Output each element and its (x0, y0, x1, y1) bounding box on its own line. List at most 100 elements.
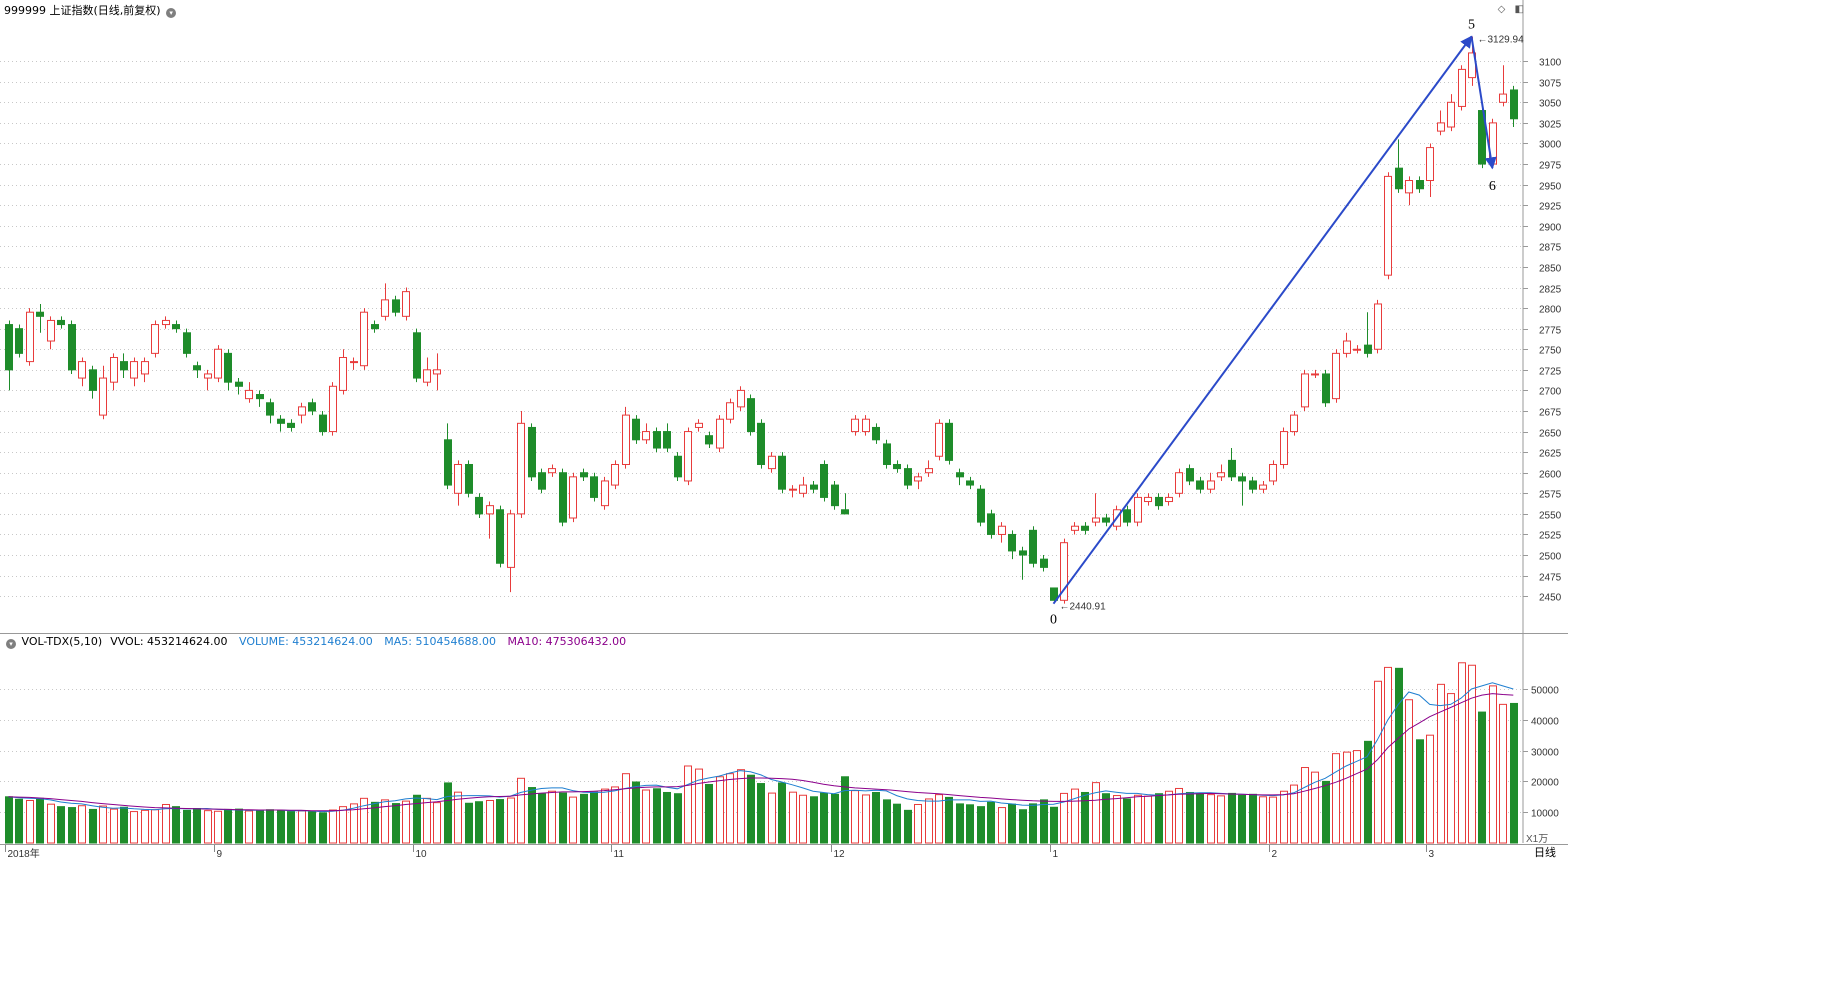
candle-body (904, 468, 912, 486)
volume-bar (193, 807, 201, 844)
candle-body (78, 361, 86, 379)
candle-body (757, 422, 765, 465)
price-tick-label: 2650 (1539, 429, 1562, 440)
volume-bar (1040, 799, 1048, 844)
volume-bar (1102, 793, 1110, 844)
candle-body (1301, 373, 1309, 408)
volume-bar (1060, 792, 1068, 844)
candle-body (663, 431, 671, 449)
volume-bar (1426, 734, 1434, 844)
volume-bar (1259, 796, 1267, 844)
diamond-icon[interactable]: ◇ (1497, 4, 1506, 15)
volume-bar (1269, 796, 1277, 844)
candle-body (1510, 89, 1518, 120)
volume-bar (89, 808, 97, 844)
volume-bar (360, 797, 368, 844)
candle-body (298, 406, 306, 416)
collapse-chevron-icon[interactable]: ▾ (6, 639, 16, 649)
volume-bar (162, 803, 170, 844)
candle-body (266, 402, 274, 416)
time-tick-label: 3 (1429, 849, 1435, 860)
price-tick-label: 2825 (1539, 285, 1562, 296)
price-tick-label: 2550 (1539, 511, 1562, 522)
collapse-chevron-icon[interactable]: ▾ (166, 8, 177, 18)
candle-body (1374, 303, 1382, 350)
candle-body (1175, 472, 1183, 494)
volume-bar (1228, 792, 1236, 844)
volume-bar (1249, 793, 1257, 844)
candle-body (26, 311, 34, 363)
candle-body (695, 422, 703, 428)
candle-body (496, 509, 504, 564)
volume-bar (1468, 664, 1476, 844)
candle-body (110, 356, 118, 383)
candle-body (1008, 533, 1016, 552)
candle-body (872, 426, 880, 441)
candle-body (611, 463, 619, 486)
candle-body (130, 361, 138, 379)
chart-canvas[interactable]: 2450247525002525255025752600262526502675… (0, 0, 1568, 860)
volume-bar (872, 791, 880, 844)
volume-bar (1175, 787, 1183, 844)
candle-body (883, 443, 891, 465)
wave-annotation-lines (1052, 35, 1497, 605)
volume-bar (266, 809, 274, 844)
volume-bar (486, 799, 494, 844)
volume-bar (799, 794, 807, 844)
volume-ma-lines (8, 682, 1514, 813)
candle-body (319, 414, 327, 433)
price-tick-label: 2875 (1539, 243, 1562, 254)
candle-body (89, 369, 97, 391)
volume-bar (945, 796, 953, 844)
candle-body (413, 332, 421, 379)
candle-body (548, 468, 556, 474)
chart-window: 2450 2475 2500 2525 2550 2575 2600 2625 2650 2675… (0, 0, 1568, 860)
candle-body (893, 463, 901, 470)
candle-body (1280, 431, 1288, 465)
vol-volume: VOLUME: 453214624.00 (239, 635, 373, 648)
candle-body (998, 525, 1006, 535)
candle-body (1155, 496, 1163, 507)
main-panel-header: 999999 上证指数(日线,前复权) ▾ (4, 4, 178, 18)
candle-body (1165, 496, 1173, 503)
price-tick-label: 2725 (1539, 367, 1562, 378)
volume-bar (277, 810, 285, 844)
panel-toggle-icon[interactable]: ◧ (1514, 4, 1524, 15)
volume-bar (110, 808, 118, 844)
volume-bar (496, 799, 504, 844)
volume-bar (674, 793, 682, 844)
candle-body (737, 389, 745, 408)
time-tick-label: 9 (217, 849, 223, 860)
candle-body (590, 476, 598, 498)
volume-bar (810, 796, 818, 844)
volume-bar (1238, 794, 1246, 844)
candle-body (99, 377, 107, 416)
volume-bar (1290, 784, 1298, 844)
candle-body (632, 418, 640, 441)
volume-bar (1134, 794, 1142, 844)
candle-body (569, 476, 577, 519)
price-tick-label: 2775 (1539, 326, 1562, 337)
price-tick-label: 2525 (1539, 531, 1562, 542)
time-tick-label: 10 (416, 849, 428, 860)
volume-bar (1478, 711, 1486, 844)
wave-segment (1052, 35, 1473, 605)
candle-body (1343, 340, 1351, 354)
volume-bar (444, 782, 452, 844)
volume-bar (308, 811, 316, 844)
volume-bar (768, 792, 776, 844)
volume-bar (1332, 753, 1340, 844)
price-tick-label: 2700 (1539, 387, 1562, 398)
vol-indicator-name: VOL-TDX(5,10) (21, 635, 103, 648)
volume-bar (1510, 702, 1518, 844)
candle-body (507, 513, 515, 568)
volume-bar (1008, 803, 1016, 844)
price-extreme-label: ←2440.91 (1060, 602, 1107, 613)
volume-bar (256, 809, 264, 844)
candle-body (1144, 496, 1152, 503)
candle-body (36, 311, 44, 317)
period-label[interactable]: 日线 (1534, 845, 1556, 859)
candle-body (162, 319, 170, 326)
volume-bar (339, 806, 347, 844)
volume-axis: 10000 20000 30000 40000 50000 (1523, 686, 1559, 820)
